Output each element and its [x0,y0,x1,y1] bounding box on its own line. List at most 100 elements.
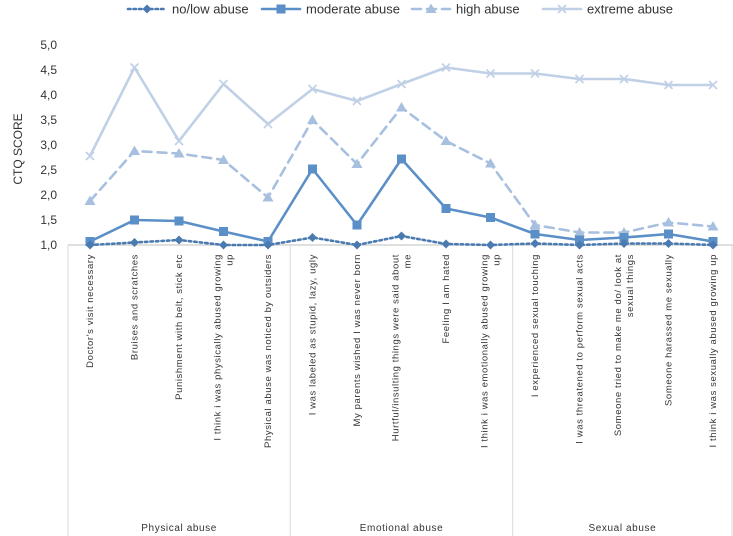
x-tick-label: Doctor's visit necessary [85,254,96,368]
x-tick-label: Feeling I am hated [441,254,452,344]
data-point [84,195,96,205]
legend-label: extreme abuse [587,2,673,17]
data-point [397,154,406,164]
legend-marker [276,4,286,14]
legend-marker [557,4,567,14]
y-tick-label: 3,5 [40,113,57,127]
data-point [129,145,140,155]
category-groups: Physical abuse Emotional abuse Sexual abus… [141,523,656,534]
data-point [307,84,318,94]
group-label: Sexual abuse [588,523,656,534]
x-tick-label: I was threatened to perform sexual acts [575,254,586,444]
legend-marker [425,3,437,13]
data-point [352,220,362,230]
legend-label: high abuse [456,2,520,17]
data-point [130,238,139,247]
data-point [663,217,674,227]
legend-label: no/low abuse [172,2,249,17]
series-line-high-abuse [88,106,715,234]
y-tick-label: 2,0 [40,188,57,202]
data-point [575,240,584,250]
data-point [440,135,452,145]
x-tick-label: Punishment with belt, stick etc [174,254,185,400]
x-tick-label: I was labeled as stupid, lazy, ugly [308,254,319,415]
data-point [708,240,718,250]
y-tick-label: 4,0 [40,88,57,102]
data-point [173,148,185,158]
x-tick-label: Hurtful/insulting things were said about… [391,254,414,441]
data-point [308,164,317,174]
data-point [619,74,629,84]
data-point [130,215,139,225]
data-point [441,62,451,73]
series-lines [84,62,719,250]
legend-label: moderate abuse [306,2,400,17]
data-point [619,239,629,248]
data-point [664,239,673,248]
data-point [352,240,362,250]
data-point [308,233,317,242]
data-point [129,62,140,73]
data-point [485,158,496,168]
data-point [219,227,228,236]
data-point [707,221,719,231]
data-point [441,239,451,249]
data-point [664,229,673,239]
y-tick-label: 1,0 [40,238,57,252]
data-point [530,239,540,248]
category-labels: Doctor's visit necessary Bruises and scra… [85,254,719,448]
data-point [486,213,495,222]
y-tick-label: 2,5 [40,163,57,177]
data-point [708,80,718,90]
data-point [574,74,585,84]
data-point [396,79,407,89]
legend-marker [142,4,152,14]
data-point [85,151,95,161]
x-tick-label: Physical abuse was noticed by outsiders [263,254,274,448]
data-point [174,216,184,226]
data-point [219,240,228,250]
series-line-extreme-abuse [88,66,715,158]
data-point [263,119,273,129]
y-tick-label: 1,5 [40,213,57,227]
data-point [174,136,184,146]
y-axis-title: CTQ SCORE [11,113,25,184]
series-line-moderate-abuse [88,157,715,243]
x-tick-label: Someone harassed me sexually [664,254,675,406]
data-point [486,240,495,250]
x-tick-label: My parents wished I was never born [352,254,363,426]
legend: no/low abuse moderate abuse high abuse extr… [126,2,673,17]
data-point [397,231,406,241]
data-point [307,114,318,124]
data-point [174,235,184,245]
data-point [218,79,229,89]
data-point [529,219,541,229]
data-point [85,240,95,250]
x-tick-label: I think i was sexually abused growing up [708,254,719,448]
data-point [663,80,674,90]
y-tick-label: 3,0 [40,138,57,152]
data-point [396,102,407,112]
data-point [352,96,362,106]
data-point [351,158,363,168]
x-tick-label: I think i was physically abused growingu… [213,254,236,441]
data-point [574,227,585,237]
x-tick-label: Bruises and scratches [130,254,141,360]
data-point [485,68,496,79]
x-axis [67,244,733,536]
data-point [218,154,229,164]
y-axis-ticks: 1,0 1,5 2,0 2,5 3,0 3,5 4,0 4,5 5,0 [40,38,57,252]
x-tick-label: I experienced sexual touching [530,254,541,397]
data-point [441,204,451,213]
data-point [575,235,584,245]
data-point [263,240,273,250]
x-tick-label: I think i was emotionally abused growing… [480,254,503,448]
group-label: Emotional abuse [360,523,444,534]
group-label: Physical abuse [141,523,217,534]
y-tick-label: 5,0 [40,38,57,52]
data-point [530,68,540,79]
data-point [530,229,540,239]
data-point [262,192,274,202]
y-tick-label: 4,5 [40,63,57,77]
